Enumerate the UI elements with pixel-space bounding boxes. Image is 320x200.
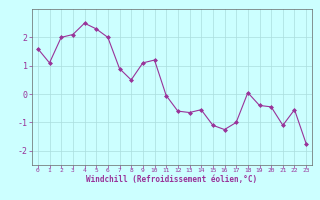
X-axis label: Windchill (Refroidissement éolien,°C): Windchill (Refroidissement éolien,°C) bbox=[86, 175, 258, 184]
